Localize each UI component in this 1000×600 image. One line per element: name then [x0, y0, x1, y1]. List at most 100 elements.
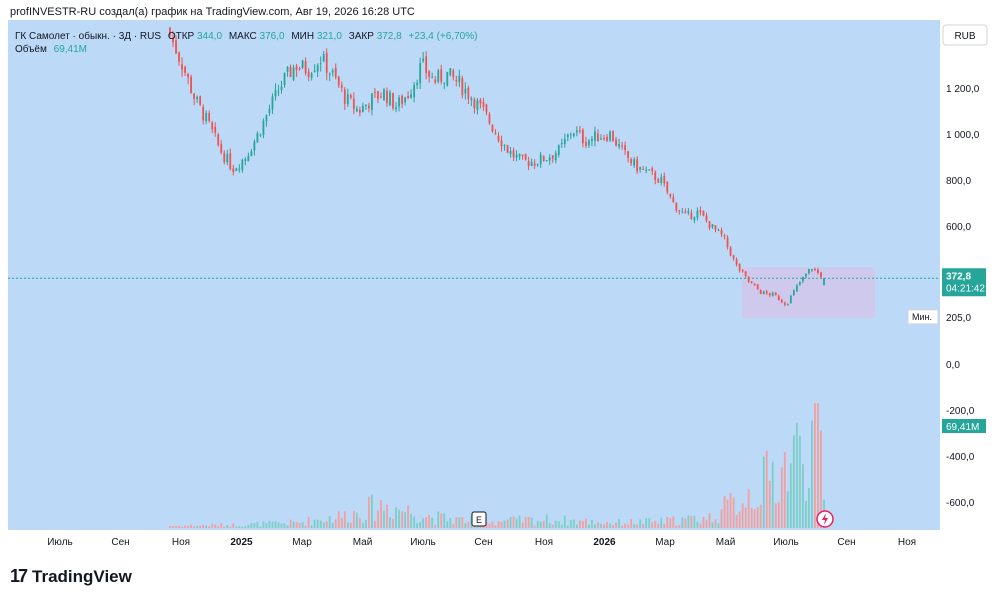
- candle[interactable]: [398, 95, 400, 112]
- candle[interactable]: [455, 75, 458, 87]
- candle[interactable]: [693, 216, 696, 224]
- candle[interactable]: [690, 209, 693, 220]
- candle[interactable]: [545, 160, 548, 162]
- candle[interactable]: [380, 92, 382, 99]
- candle[interactable]: [307, 68, 310, 82]
- candle[interactable]: [663, 172, 666, 187]
- candle[interactable]: [792, 289, 795, 296]
- candle[interactable]: [226, 149, 229, 166]
- candle[interactable]: [304, 57, 307, 76]
- candle[interactable]: [624, 141, 626, 155]
- candle[interactable]: [235, 167, 238, 172]
- candle[interactable]: [585, 136, 587, 149]
- candle[interactable]: [714, 225, 717, 233]
- candle[interactable]: [735, 257, 738, 267]
- candle[interactable]: [271, 93, 274, 114]
- candle[interactable]: [313, 64, 316, 73]
- candle[interactable]: [627, 150, 630, 163]
- highlight-zone[interactable]: [742, 267, 875, 318]
- candle[interactable]: [521, 154, 524, 160]
- candle[interactable]: [494, 129, 497, 135]
- candle[interactable]: [717, 228, 720, 232]
- candle[interactable]: [401, 94, 403, 109]
- candle[interactable]: [422, 51, 425, 63]
- candle[interactable]: [205, 110, 208, 125]
- candle[interactable]: [395, 102, 397, 113]
- candle[interactable]: [726, 235, 729, 250]
- candle[interactable]: [720, 227, 723, 238]
- candle[interactable]: [298, 66, 301, 71]
- candle[interactable]: [738, 263, 741, 273]
- candle[interactable]: [515, 150, 518, 162]
- candle[interactable]: [817, 267, 819, 275]
- candle[interactable]: [630, 157, 633, 166]
- candle[interactable]: [678, 209, 681, 215]
- candle[interactable]: [684, 208, 687, 214]
- candle[interactable]: [747, 276, 750, 284]
- candle[interactable]: [575, 126, 578, 137]
- candle[interactable]: [675, 202, 678, 213]
- candle[interactable]: [241, 158, 244, 173]
- candle[interactable]: [383, 87, 385, 101]
- dividend-lightning-icon[interactable]: [816, 510, 834, 528]
- candle[interactable]: [482, 97, 485, 111]
- candle[interactable]: [566, 133, 569, 142]
- candle[interactable]: [446, 71, 449, 87]
- candle[interactable]: [669, 193, 672, 199]
- candle[interactable]: [443, 82, 446, 90]
- candle[interactable]: [361, 102, 364, 113]
- candle[interactable]: [355, 105, 358, 113]
- candle[interactable]: [723, 233, 726, 240]
- candle[interactable]: [452, 68, 455, 81]
- candle[interactable]: [410, 89, 413, 99]
- candle[interactable]: [223, 150, 226, 165]
- candle[interactable]: [479, 98, 482, 109]
- candle[interactable]: [352, 92, 355, 115]
- candle[interactable]: [286, 65, 289, 77]
- candle[interactable]: [705, 212, 708, 223]
- candle[interactable]: [220, 140, 223, 155]
- candle[interactable]: [814, 267, 816, 272]
- candle[interactable]: [377, 90, 379, 104]
- candle[interactable]: [820, 271, 822, 278]
- candle[interactable]: [434, 75, 437, 85]
- candle[interactable]: [316, 63, 319, 78]
- candle[interactable]: [419, 57, 422, 89]
- candle[interactable]: [196, 95, 199, 104]
- candle[interactable]: [762, 290, 765, 295]
- candle[interactable]: [823, 278, 825, 286]
- candle[interactable]: [603, 134, 605, 141]
- candle[interactable]: [470, 96, 473, 107]
- candle[interactable]: [265, 114, 268, 127]
- currency-button[interactable]: RUB: [942, 24, 988, 46]
- candle[interactable]: [548, 154, 551, 166]
- earnings-marker[interactable]: E: [471, 511, 487, 527]
- candle[interactable]: [633, 157, 636, 169]
- candle[interactable]: [175, 35, 177, 55]
- candle[interactable]: [615, 136, 617, 147]
- candle[interactable]: [319, 56, 322, 72]
- candle[interactable]: [431, 72, 434, 79]
- candle[interactable]: [609, 130, 611, 143]
- candle[interactable]: [407, 91, 409, 100]
- candle[interactable]: [437, 68, 440, 84]
- candle[interactable]: [280, 80, 283, 94]
- candle[interactable]: [744, 270, 747, 278]
- candle[interactable]: [530, 158, 533, 167]
- candle[interactable]: [560, 138, 563, 148]
- candle[interactable]: [621, 141, 623, 150]
- candle[interactable]: [229, 148, 232, 171]
- candle[interactable]: [702, 210, 705, 217]
- candle[interactable]: [199, 95, 202, 107]
- candle[interactable]: [440, 64, 443, 85]
- candle[interactable]: [654, 170, 657, 185]
- candle[interactable]: [687, 207, 690, 216]
- candle[interactable]: [292, 64, 295, 82]
- candle[interactable]: [449, 68, 452, 77]
- candle[interactable]: [169, 26, 171, 38]
- tradingview-logo[interactable]: 17 TradingView: [10, 566, 132, 587]
- candle[interactable]: [181, 57, 183, 77]
- candle[interactable]: [666, 181, 669, 195]
- candle[interactable]: [594, 126, 596, 147]
- candle[interactable]: [413, 81, 416, 103]
